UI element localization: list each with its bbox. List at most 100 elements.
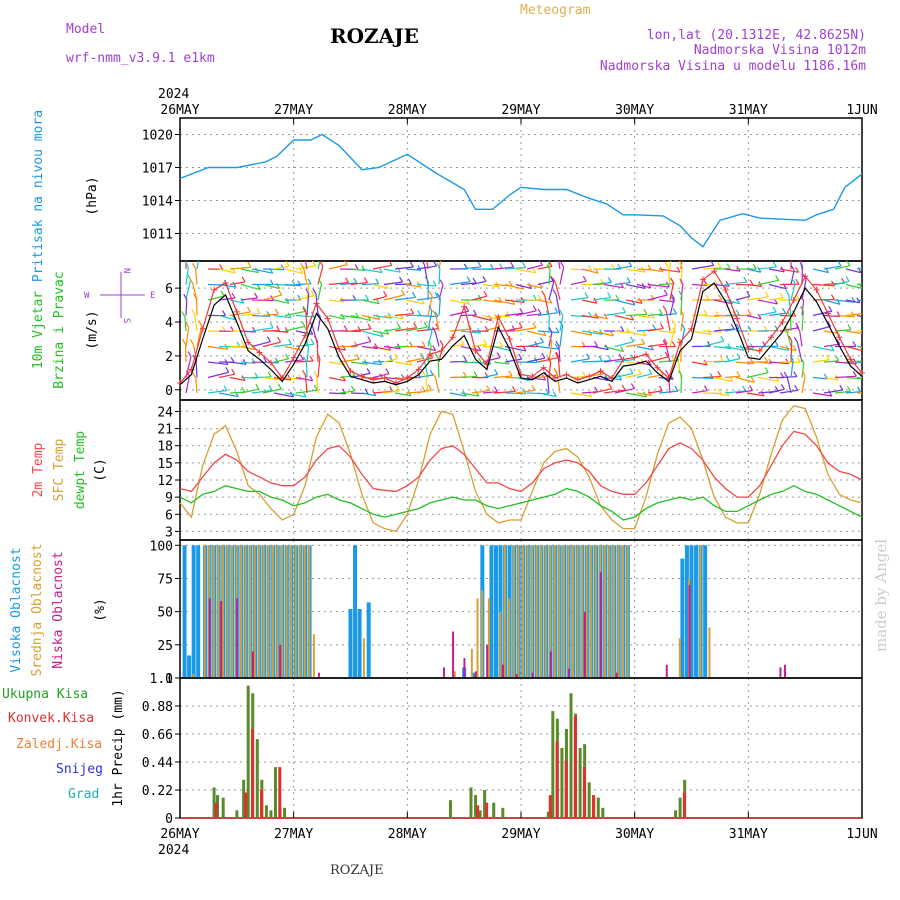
wind-barb	[504, 267, 526, 270]
wind-barb-flag	[796, 356, 801, 363]
wind-barb-flag	[679, 278, 684, 285]
wind-barb-flag	[511, 325, 516, 332]
precip-bar	[255, 739, 259, 818]
wind-barb-flag	[554, 343, 559, 350]
wind-barb	[713, 328, 735, 332]
wind-barb-flag	[875, 360, 878, 365]
wind-barb	[559, 325, 564, 347]
wind-barb	[647, 327, 664, 332]
cloud-bar	[608, 545, 611, 678]
precip-bar	[492, 802, 496, 818]
wind-barb-flag	[852, 341, 857, 347]
wind-gust-point	[211, 286, 218, 293]
cloud-bar	[585, 545, 588, 678]
wind-barb-flag	[223, 385, 228, 391]
wind-barb-flag	[747, 325, 752, 332]
y-tick-label: 1017	[142, 162, 173, 177]
wind-barb	[449, 392, 467, 397]
wind-barb	[812, 359, 830, 363]
wind-barb-flag	[707, 329, 712, 335]
wind-barb-flag	[192, 263, 197, 269]
cloud-bar	[244, 545, 247, 678]
wind-barb-flag	[307, 278, 312, 285]
precip-bar	[474, 795, 478, 818]
wind-barb-flag	[717, 371, 722, 377]
wind-barb-flag	[241, 386, 246, 393]
wind-barb-flag	[494, 368, 499, 375]
wind-barb	[768, 330, 790, 333]
cloud-bar	[576, 545, 579, 678]
wind-barb-flag	[799, 305, 804, 312]
wind-barb	[614, 358, 635, 363]
wind-barb	[383, 294, 405, 301]
wind-gust-point	[552, 374, 559, 381]
wind-barb-flag	[366, 368, 371, 374]
wind-barb-flag	[750, 377, 755, 383]
wind-barb	[229, 266, 251, 270]
precip-bar	[678, 797, 682, 818]
wind-barb-flag	[522, 262, 527, 268]
precip-bar	[578, 748, 582, 818]
wind-barb-flag	[301, 320, 306, 327]
wind-barb	[812, 268, 829, 274]
wind-barb-flag	[396, 266, 401, 273]
wind-barb	[295, 265, 316, 270]
wind-barb	[614, 387, 635, 394]
wind-barb	[328, 345, 346, 351]
x-tick-label-top: 26MAY	[160, 103, 199, 118]
wind-gust-point	[358, 373, 365, 380]
cloud-bar	[362, 638, 365, 678]
wind-barb	[691, 264, 714, 270]
wind-barb-flag	[542, 374, 547, 381]
wind-barb-flag	[720, 335, 725, 342]
wind-barb-flag	[493, 386, 498, 392]
wind-barb	[790, 340, 793, 363]
wind-barb-flag	[782, 307, 787, 314]
wind-barb-flag	[309, 355, 314, 362]
wind-barb	[262, 294, 282, 301]
wind-barb	[350, 268, 365, 272]
wind-barb-flag	[240, 297, 245, 304]
wind-barb-flag	[545, 310, 550, 317]
cloud-bar	[615, 672, 618, 678]
temperature-panel: 3 6 9 12 15 18 21 24	[157, 399, 863, 541]
wind-gust-point	[506, 335, 513, 342]
precip-bar	[469, 787, 473, 818]
y-tick-label: 0	[165, 812, 173, 827]
wind-barb-flag	[277, 336, 282, 343]
wind-barb-flag	[477, 345, 482, 352]
wind-barb	[614, 314, 634, 321]
wind-barb-flag	[482, 275, 487, 282]
cloud-bar	[191, 545, 196, 678]
precip-bar	[546, 811, 550, 818]
wind-barb	[856, 330, 862, 332]
precip-bar	[260, 790, 264, 818]
wind-barb-flag	[434, 291, 439, 298]
cloud-bar	[487, 598, 490, 678]
wind-barb	[207, 389, 228, 394]
wind-barb	[372, 283, 389, 289]
wind-barb	[658, 299, 675, 303]
wind-barb	[493, 361, 510, 365]
wind-barb-flag	[398, 276, 404, 283]
wind-barb-flag	[828, 305, 833, 312]
cloud-bar	[678, 638, 681, 678]
wind-barb	[423, 359, 429, 378]
wind-barb	[834, 361, 857, 365]
wind-barb-flag	[647, 282, 652, 289]
wind-gust-point	[404, 374, 411, 381]
wind-barb	[328, 392, 346, 395]
wind-barb-flag	[785, 289, 790, 295]
wind-barb-flag	[510, 261, 515, 268]
precip-bar	[582, 767, 586, 818]
cloud-bar	[503, 545, 506, 678]
wind-barb-flag	[664, 261, 669, 268]
wind-barb	[306, 293, 310, 316]
wind-barb	[306, 346, 310, 363]
y-tick-label: 1011	[142, 228, 173, 243]
wind-barb	[482, 326, 501, 332]
wind-barb-flag	[643, 308, 648, 315]
wind-barb-flag	[795, 267, 800, 273]
wind-barb-flag	[436, 263, 441, 269]
wind-barb	[284, 376, 302, 381]
